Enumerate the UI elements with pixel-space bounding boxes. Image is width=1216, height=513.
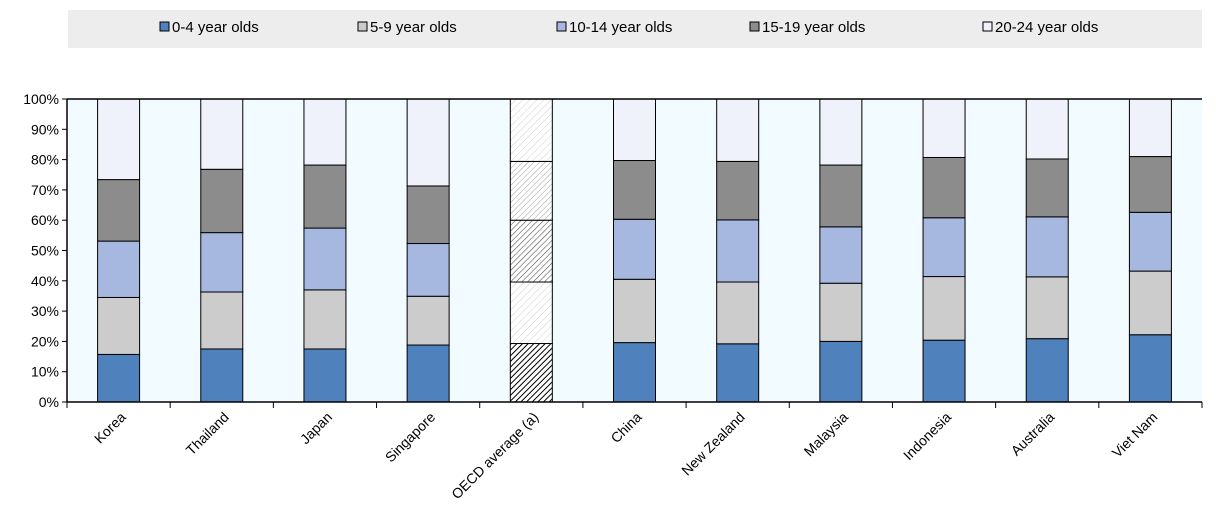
x-tick-label-japan: Japan	[297, 409, 335, 447]
bar-new-zealand-0-4-year-olds	[716, 343, 760, 403]
legend-label-10-14-year-olds: 10-14 year olds	[569, 19, 672, 36]
bar-malaysia-5-9-year-olds	[819, 282, 863, 342]
bar-korea-5-9-year-olds	[97, 296, 141, 355]
legend-swatch-15-19-year-olds	[749, 21, 760, 32]
y-tick-label-70: 70%	[31, 182, 59, 198]
y-tick-label-100: 100%	[23, 91, 59, 107]
bar-oecd-average-a-20-24-year-olds	[509, 98, 553, 162]
bar-australia-20-24-year-olds	[1025, 98, 1069, 160]
bar-malaysia-0-4-year-olds	[819, 340, 863, 403]
bar-australia-15-19-year-olds	[1025, 158, 1069, 218]
bar-singapore-20-24-year-olds	[406, 98, 450, 187]
y-tick-label-90: 90%	[31, 121, 59, 137]
bar-indonesia-15-19-year-olds	[922, 156, 966, 219]
x-tick-label-china: China	[607, 409, 644, 446]
bar-malaysia-20-24-year-olds	[819, 98, 863, 166]
x-tick-label-thailand: Thailand	[183, 409, 232, 458]
bars	[97, 98, 1172, 403]
bar-china-20-24-year-olds	[613, 98, 656, 162]
bar-japan-10-14-year-olds	[303, 227, 347, 291]
y-tick-label-10: 10%	[31, 364, 59, 380]
bar-china-0-4-year-olds	[613, 342, 656, 403]
bar-new-zealand-5-9-year-olds	[716, 281, 760, 345]
y-tick-label-40: 40%	[31, 273, 59, 289]
x-tick-label-korea: Korea	[91, 409, 129, 447]
x-tick-label-australia: Australia	[1008, 409, 1058, 459]
legend-label-15-19-year-olds: 15-19 year olds	[762, 19, 865, 36]
legend-background	[68, 10, 1202, 48]
y-tick-label-60: 60%	[31, 212, 59, 228]
bar-new-zealand-20-24-year-olds	[716, 98, 760, 162]
y-tick-label-20: 20%	[31, 333, 59, 349]
legend-label-0-4-year-olds: 0-4 year olds	[172, 19, 259, 36]
bar-thailand-15-19-year-olds	[200, 168, 244, 234]
bar-china-15-19-year-olds	[613, 160, 656, 220]
bar-singapore-5-9-year-olds	[406, 295, 450, 346]
bar-thailand-5-9-year-olds	[200, 291, 244, 350]
bar-oecd-average-a-10-14-year-olds	[509, 219, 553, 283]
x-tick-label-oecd-average-a: OECD average (a)	[448, 409, 541, 502]
bar-singapore-15-19-year-olds	[406, 185, 450, 245]
legend-swatch-5-9-year-olds	[357, 21, 368, 32]
x-tick-label-malaysia: Malaysia	[801, 409, 852, 460]
x-tick-label-viet-nam: Viet Nam	[1109, 409, 1161, 461]
bar-china-5-9-year-olds	[613, 278, 656, 344]
x-tick-label-singapore: Singapore	[382, 409, 439, 466]
legend: 0-4 year olds 5-9 year olds 10-14 year old…	[159, 19, 1098, 36]
bar-korea-0-4-year-olds	[97, 353, 141, 403]
bar-korea-15-19-year-olds	[97, 179, 141, 242]
bar-singapore-10-14-year-olds	[406, 243, 450, 297]
bar-japan-0-4-year-olds	[303, 348, 347, 403]
legend-label-20-24-year-olds: 20-24 year olds	[995, 19, 1098, 36]
legend-swatch-0-4-year-olds	[159, 21, 170, 32]
bar-indonesia-10-14-year-olds	[922, 217, 966, 278]
y-tick-label-50: 50%	[31, 243, 59, 259]
x-tick-label-new-zealand: New Zealand	[678, 409, 748, 479]
y-tick-label-80: 80%	[31, 152, 59, 168]
bar-indonesia-20-24-year-olds	[922, 98, 966, 158]
bar-thailand-0-4-year-olds	[200, 348, 244, 403]
bar-viet-nam-20-24-year-olds	[1128, 98, 1172, 158]
bar-australia-0-4-year-olds	[1025, 338, 1069, 403]
bar-japan-15-19-year-olds	[303, 164, 347, 229]
bar-viet-nam-0-4-year-olds	[1128, 334, 1172, 403]
bar-thailand-10-14-year-olds	[200, 232, 244, 293]
legend-label-5-9-year-olds: 5-9 year olds	[370, 19, 457, 36]
bar-new-zealand-15-19-year-olds	[716, 160, 760, 221]
bar-indonesia-0-4-year-olds	[922, 339, 966, 403]
bar-oecd-average-a-15-19-year-olds	[509, 160, 553, 221]
bar-japan-20-24-year-olds	[303, 98, 347, 166]
bar-oecd-average-a-5-9-year-olds	[509, 281, 553, 345]
bar-viet-nam-15-19-year-olds	[1128, 156, 1172, 213]
bar-thailand-20-24-year-olds	[200, 98, 244, 170]
bar-malaysia-10-14-year-olds	[819, 226, 863, 284]
bar-korea-20-24-year-olds	[97, 98, 141, 181]
legend-swatch-20-24-year-olds	[982, 21, 993, 32]
y-tick-label-30: 30%	[31, 303, 59, 319]
bar-indonesia-5-9-year-olds	[922, 276, 966, 341]
bar-new-zealand-10-14-year-olds	[716, 219, 760, 283]
bar-viet-nam-5-9-year-olds	[1128, 270, 1172, 336]
bar-viet-nam-10-14-year-olds	[1128, 211, 1172, 272]
bar-china-10-14-year-olds	[613, 218, 656, 280]
bar-singapore-0-4-year-olds	[406, 344, 450, 403]
bar-korea-10-14-year-olds	[97, 240, 141, 298]
bar-australia-10-14-year-olds	[1025, 216, 1069, 278]
bar-australia-5-9-year-olds	[1025, 276, 1069, 340]
bar-japan-5-9-year-olds	[303, 289, 347, 350]
x-tick-label-indonesia: Indonesia	[900, 409, 954, 463]
bar-oecd-average-a-0-4-year-olds	[509, 343, 553, 403]
legend-swatch-10-14-year-olds	[556, 21, 567, 32]
bar-malaysia-15-19-year-olds	[819, 164, 863, 228]
y-tick-label-0: 0%	[39, 394, 59, 410]
